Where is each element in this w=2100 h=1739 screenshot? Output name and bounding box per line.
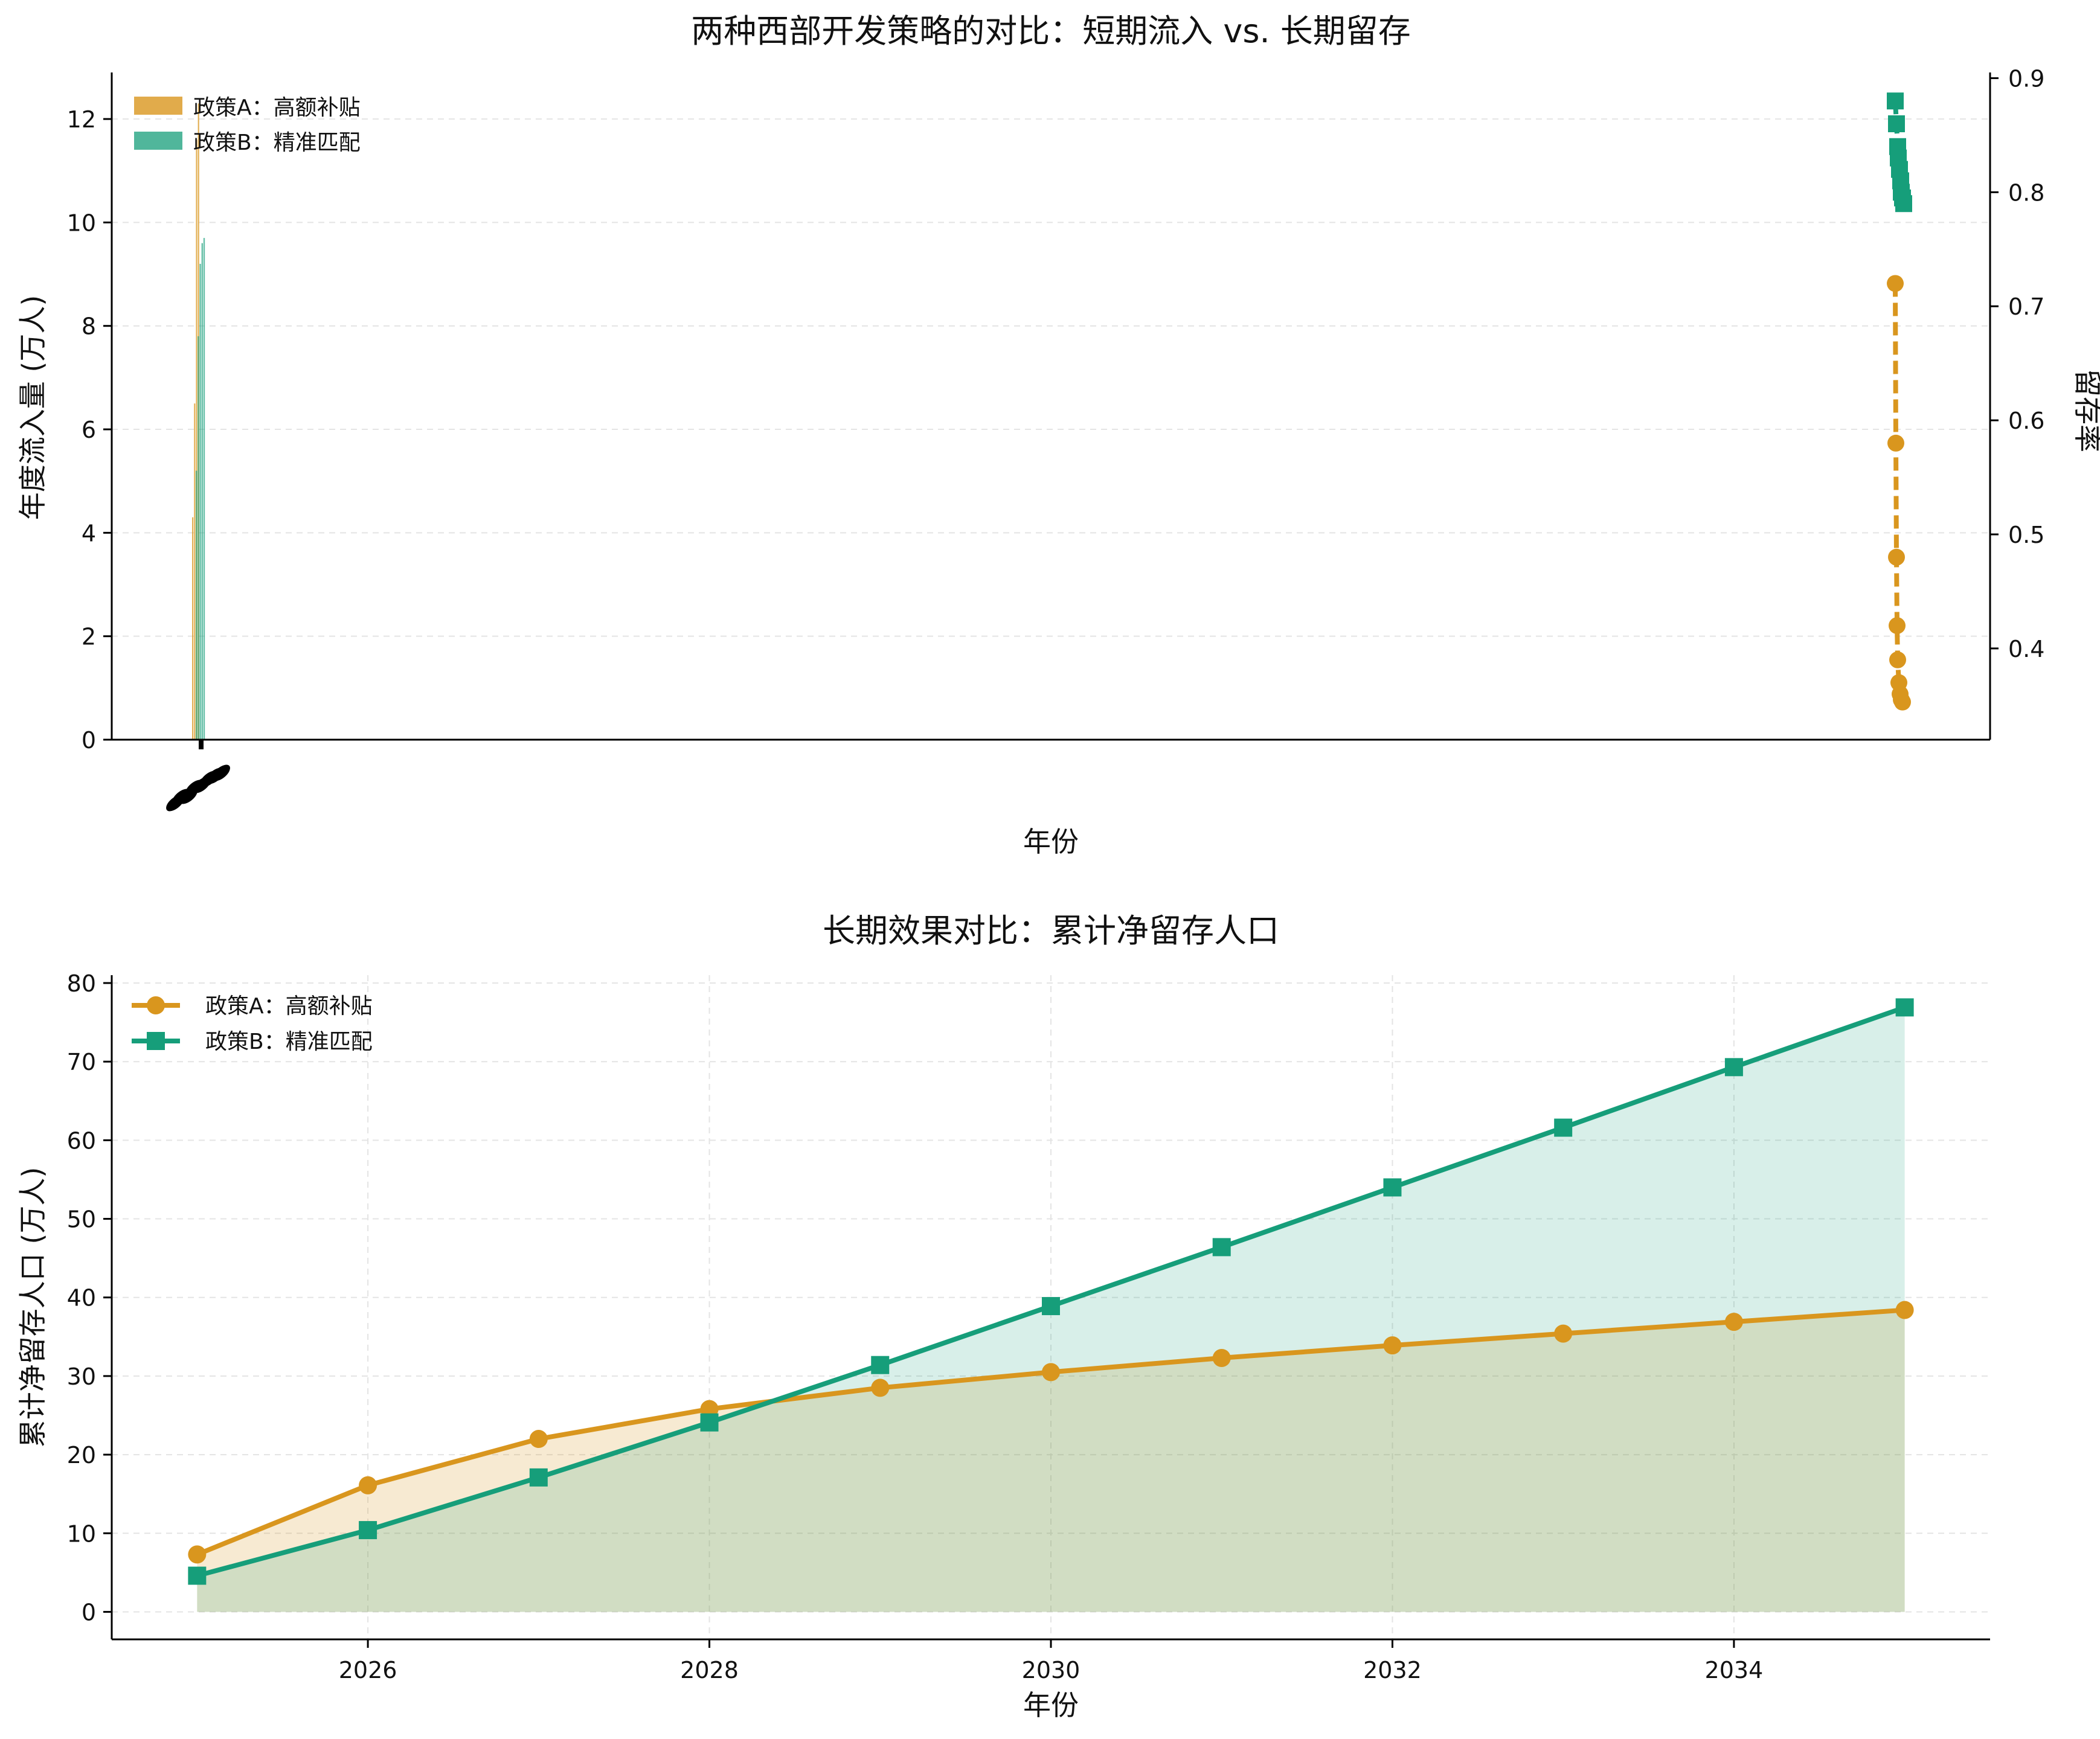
retention-point-policy-a: [1888, 548, 1905, 566]
retention-point-policy-b: [1895, 195, 1912, 213]
bottom-x-axis-label: 年份: [1023, 1689, 1079, 1721]
top-y-tick-label: 12: [67, 106, 96, 133]
top-y-axis-label: 年度流入量 (万人): [16, 295, 49, 520]
top-y2-tick-label: 0.9: [2008, 65, 2044, 92]
point-policy-b: [529, 1468, 548, 1487]
legend-label-policy-b: 政策B：精准匹配: [205, 1030, 373, 1054]
bottom-x-tick-label: 2030: [1022, 1657, 1081, 1683]
point-policy-b: [1383, 1178, 1402, 1197]
top-x-axis-label: 年份: [1023, 825, 1079, 858]
bottom-y-axis-label: 累计净留存人口 (万人): [16, 1167, 49, 1448]
point-policy-b: [871, 1356, 890, 1374]
bottom-y-tick-label: 0: [82, 1599, 96, 1625]
bottom-legend: 政策A：高额补贴 政策B：精准匹配: [132, 994, 373, 1054]
point-policy-a: [359, 1476, 377, 1494]
bar-policy-b: [201, 243, 203, 740]
top-x-tick-cluster-mark: [199, 740, 204, 749]
legend-swatch-policy-b: [134, 132, 182, 150]
top-axes: 0 2 4 6 8 10 12 0.4 0.5 0.6 0.7 0.8 0.9: [67, 65, 2045, 754]
bar-policy-a: [192, 517, 194, 740]
bottom-chart-title: 长期效果对比：累计净留存人口: [823, 912, 1279, 950]
top-bars: [192, 103, 205, 740]
retention-line: [1893, 283, 1905, 703]
top-y-tick-label: 4: [82, 520, 96, 546]
bottom-y-tick-label: 40: [67, 1285, 96, 1311]
bottom-y-tick-label: 60: [67, 1127, 96, 1154]
point-policy-b: [1895, 998, 1914, 1017]
bar-policy-b: [203, 238, 205, 740]
bottom-y-tick-label: 70: [67, 1049, 96, 1075]
top-y2-axis-label: 留存率: [2071, 369, 2100, 452]
top-chart-title: 两种西部开发策略的对比：短期流入 vs. 长期留存: [691, 12, 1411, 50]
top-y-tick-label: 0: [82, 727, 96, 754]
bottom-y-tick-label: 30: [67, 1363, 96, 1390]
bottom-x-tick-label: 2026: [339, 1657, 397, 1683]
area-policy-a: [197, 1310, 1905, 1612]
point-policy-b: [1724, 1058, 1743, 1077]
bottom-y-tick-label: 50: [67, 1206, 96, 1233]
top-y2-tick-label: 0.7: [2008, 293, 2044, 320]
point-policy-a: [1212, 1348, 1231, 1367]
point-policy-b: [1042, 1297, 1060, 1316]
bottom-y-tick-label: 10: [67, 1520, 96, 1547]
bar-policy-a: [194, 403, 196, 740]
legend-label-policy-a: 政策A：高额补贴: [205, 994, 373, 1019]
top-retention-lines: [1887, 92, 1912, 711]
top-y-tick-label: 6: [82, 417, 96, 443]
point-policy-a: [871, 1379, 890, 1397]
legend-swatch-policy-a: [134, 97, 182, 115]
bar-policy-b: [197, 336, 199, 740]
top-gridlines: [112, 118, 1990, 740]
legend-label-policy-a: 政策A：高额补贴: [193, 95, 361, 120]
top-y2-tick-label: 0.5: [2008, 522, 2044, 548]
point-policy-b: [359, 1521, 377, 1540]
top-y-tick-label: 10: [67, 210, 96, 236]
bottom-x-tick-label: 2034: [1705, 1657, 1764, 1683]
retention-point-policy-a: [1887, 275, 1904, 292]
bottom-x-tick-label: 2028: [680, 1657, 739, 1683]
point-policy-b: [1212, 1238, 1231, 1257]
bottom-y-tick-label: 80: [67, 970, 96, 997]
bottom-x-tick-label: 2032: [1363, 1657, 1422, 1683]
retention-point-policy-b: [1887, 92, 1904, 110]
point-policy-b: [1554, 1118, 1573, 1137]
top-x-tick-cluster-blob: [212, 764, 230, 781]
point-policy-b: [188, 1566, 207, 1585]
legend-label-policy-b: 政策B：精准匹配: [193, 130, 361, 155]
bar-policy-a: [196, 139, 197, 740]
point-policy-a: [1383, 1336, 1402, 1355]
retention-point-policy-b: [1888, 115, 1905, 132]
legend-marker-policy-b: [147, 1032, 165, 1050]
top-y-tick-label: 2: [82, 624, 96, 650]
bottom-y-tick-label: 20: [67, 1442, 96, 1468]
bar-policy-b: [199, 263, 201, 740]
top-y2-tick-label: 0.4: [2008, 636, 2044, 662]
top-legend: 政策A：高额补贴 政策B：精准匹配: [134, 95, 361, 155]
point-policy-a: [1724, 1313, 1743, 1331]
retention-point-policy-a: [1894, 693, 1911, 711]
top-y-tick-label: 8: [82, 313, 96, 340]
top-y2-tick-label: 0.6: [2008, 408, 2044, 434]
point-policy-a: [1895, 1301, 1914, 1319]
top-chart: 两种西部开发策略的对比：短期流入 vs. 长期留存 0 2 4 6 8 10 12 0.4 0.…: [16, 12, 2100, 858]
point-policy-a: [1042, 1363, 1060, 1382]
bottom-series-lines: [188, 998, 1914, 1585]
point-policy-b: [700, 1413, 719, 1432]
retention-point-policy-a: [1889, 651, 1906, 668]
retention-point-policy-a: [1887, 434, 1904, 452]
point-policy-a: [1554, 1324, 1573, 1343]
legend-marker-policy-a: [147, 996, 165, 1014]
bar-policy-b: [196, 470, 197, 740]
point-policy-a: [188, 1545, 207, 1564]
top-x-tick-cluster: [166, 740, 230, 812]
retention-point-policy-a: [1889, 617, 1906, 635]
point-policy-a: [529, 1430, 548, 1449]
top-y2-tick-label: 0.8: [2008, 179, 2044, 206]
